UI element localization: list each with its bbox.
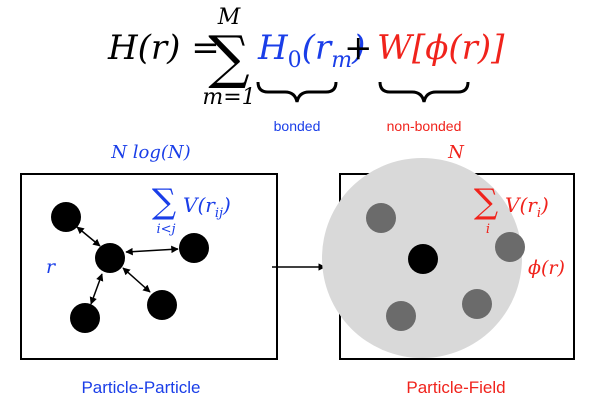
pf-field-label: ϕ(r) [528, 257, 565, 279]
nonbonded-label: non-bonded [387, 118, 462, 134]
pp-sum-symbol: ∑ [152, 182, 176, 222]
pf-grey-particle [366, 203, 396, 233]
nonbonded-underbrace [378, 81, 470, 103]
bonded-term-close: ) [351, 28, 365, 68]
pp-sum-index: i<j [156, 222, 175, 237]
pp-arrow-right [125, 245, 179, 256]
pp-caption: Particle-Particle [81, 378, 200, 397]
equation-sum-upper: M [217, 5, 241, 30]
pp-arrow-bottom-right [122, 267, 151, 293]
pp-potential-close: ) [222, 193, 231, 217]
pf-black-particle [408, 244, 438, 274]
pp-particle-center [95, 243, 125, 273]
pf-caption: Particle-Field [406, 378, 505, 397]
pp-distance-label: r [46, 256, 57, 278]
pp-arrow-top [76, 226, 101, 247]
bonded-term-arg: (r [302, 28, 333, 68]
bonded-term: H0(rm) [257, 28, 365, 73]
pp-complexity: N log(N) [110, 142, 190, 163]
equation-plus: + [344, 28, 373, 68]
pp-particle [70, 303, 100, 333]
equation-sum-symbol: ∑ [208, 23, 249, 91]
bonded-term-base: H [257, 28, 289, 68]
pf-potential-sub: i [537, 206, 541, 221]
pf-potential: V(ri) [505, 193, 549, 221]
bonded-term-arg-sub: m [331, 48, 352, 73]
pp-potential: V(rij) [183, 193, 231, 221]
pf-sum-index: i [486, 222, 490, 237]
bonded-underbrace [256, 81, 338, 103]
pp-potential-base: V(r [183, 193, 216, 217]
nonbonded-term: W[ϕ(r)] [377, 28, 505, 68]
pf-complexity: N [447, 142, 465, 163]
pf-grey-particle [386, 301, 416, 331]
bonded-term-sub: 0 [288, 48, 302, 73]
bonded-label: bonded [274, 118, 321, 134]
pp-particle [179, 233, 209, 263]
pf-grey-particle [462, 289, 492, 319]
equation-lhs: H(r) = [107, 28, 220, 68]
pf-sum-symbol: ∑ [474, 182, 498, 222]
pp-box [20, 173, 278, 360]
pp-particle [51, 202, 81, 232]
pf-grey-particle [495, 232, 525, 262]
pf-potential-close: ) [540, 193, 549, 217]
particle-particle-panel: N log(N) r ∑ i<j V(rij) Particle-Particl… [20, 142, 278, 397]
pp-particle [147, 290, 177, 320]
pp-potential-sub: ij [215, 206, 223, 221]
equation-sum-lower: m=1 [202, 85, 255, 110]
pf-potential-base: V(r [505, 193, 538, 217]
pp-arrow-bottom-left [89, 273, 104, 305]
hamiltonian-equation: H(r) = M ∑ m=1 H0(rm) + W[ϕ(r)] bonded n… [107, 5, 505, 134]
particle-field-panel: N ∑ i V(ri) ϕ(r) Particle-Field [322, 142, 575, 397]
bonded-term-text: H0(rm) [257, 28, 365, 73]
